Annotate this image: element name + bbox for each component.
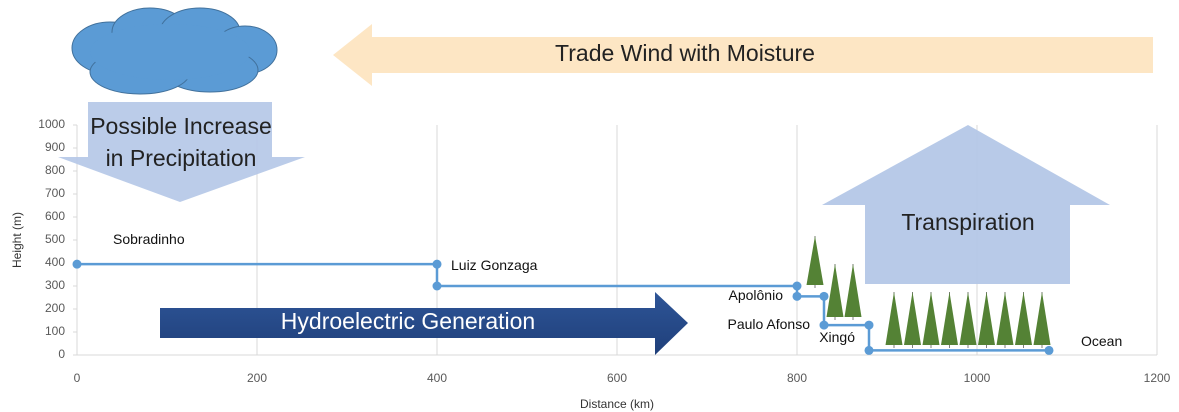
station-label: Luiz Gonzaga: [451, 257, 538, 273]
station-label: Xingó: [819, 329, 855, 345]
x-axis-title: Distance (km): [580, 397, 654, 411]
precipitation-label: in Precipitation: [106, 145, 257, 171]
marker: [864, 320, 874, 330]
station-label: Apolônio: [729, 287, 784, 303]
tree: [922, 292, 940, 345]
wind-label: Trade Wind with Moisture: [555, 40, 815, 66]
line: [77, 262, 1049, 352]
y-tick-label: 100: [45, 324, 65, 338]
tree: [941, 292, 958, 345]
y-tick-label: 500: [45, 232, 65, 246]
cloud: [71, 7, 278, 95]
y-tick-label: 0: [58, 347, 65, 361]
tree: [1015, 292, 1032, 345]
marker: [864, 345, 874, 355]
transpiration-arrow: [822, 125, 1110, 284]
tree: [844, 264, 862, 317]
x-tick-label: 1000: [964, 371, 991, 385]
y-axis-title: Height (m): [10, 212, 24, 268]
marker: [432, 281, 442, 291]
y-tick-label: 400: [45, 255, 65, 269]
marker: [792, 291, 802, 301]
tree: [978, 292, 995, 345]
station-label: Paulo Afonso: [727, 316, 810, 332]
marker: [72, 259, 82, 269]
tree: [826, 264, 844, 317]
tree: [996, 292, 1014, 345]
y-tick-label: 800: [45, 163, 65, 177]
transpiration-label: Transpiration: [901, 209, 1034, 235]
marker: [792, 281, 802, 291]
marker: [819, 320, 829, 330]
station-label: Ocean: [1081, 333, 1122, 349]
y-tick-label: 1000: [38, 117, 65, 131]
y-tick-label: 300: [45, 278, 65, 292]
precipitation-arrow: [58, 102, 305, 202]
y-tick-label: 700: [45, 186, 65, 200]
x-tick-label: 800: [787, 371, 807, 385]
tree: [1033, 292, 1051, 345]
y-tick-label: 900: [45, 140, 65, 154]
tree: [904, 292, 921, 345]
x-tick-label: 1200: [1144, 371, 1171, 385]
tree: [806, 236, 824, 285]
tree: [885, 292, 903, 345]
wind-arrow: [333, 24, 1153, 86]
station-label: Sobradinho: [113, 231, 185, 247]
y-tick-label: 600: [45, 209, 65, 223]
x-tick-label: 0: [74, 371, 81, 385]
marker: [432, 259, 442, 269]
marker: [819, 291, 829, 301]
tree: [959, 292, 977, 345]
x-tick-label: 400: [427, 371, 447, 385]
x-tick-label: 600: [607, 371, 627, 385]
marker: [1044, 345, 1054, 355]
precipitation-label: Possible Increase: [90, 113, 272, 139]
hydro-label: Hydroelectric Generation: [281, 308, 535, 334]
hydro-arrow: [160, 292, 688, 355]
y-tick-label: 200: [45, 301, 65, 315]
x-tick-label: 200: [247, 371, 267, 385]
